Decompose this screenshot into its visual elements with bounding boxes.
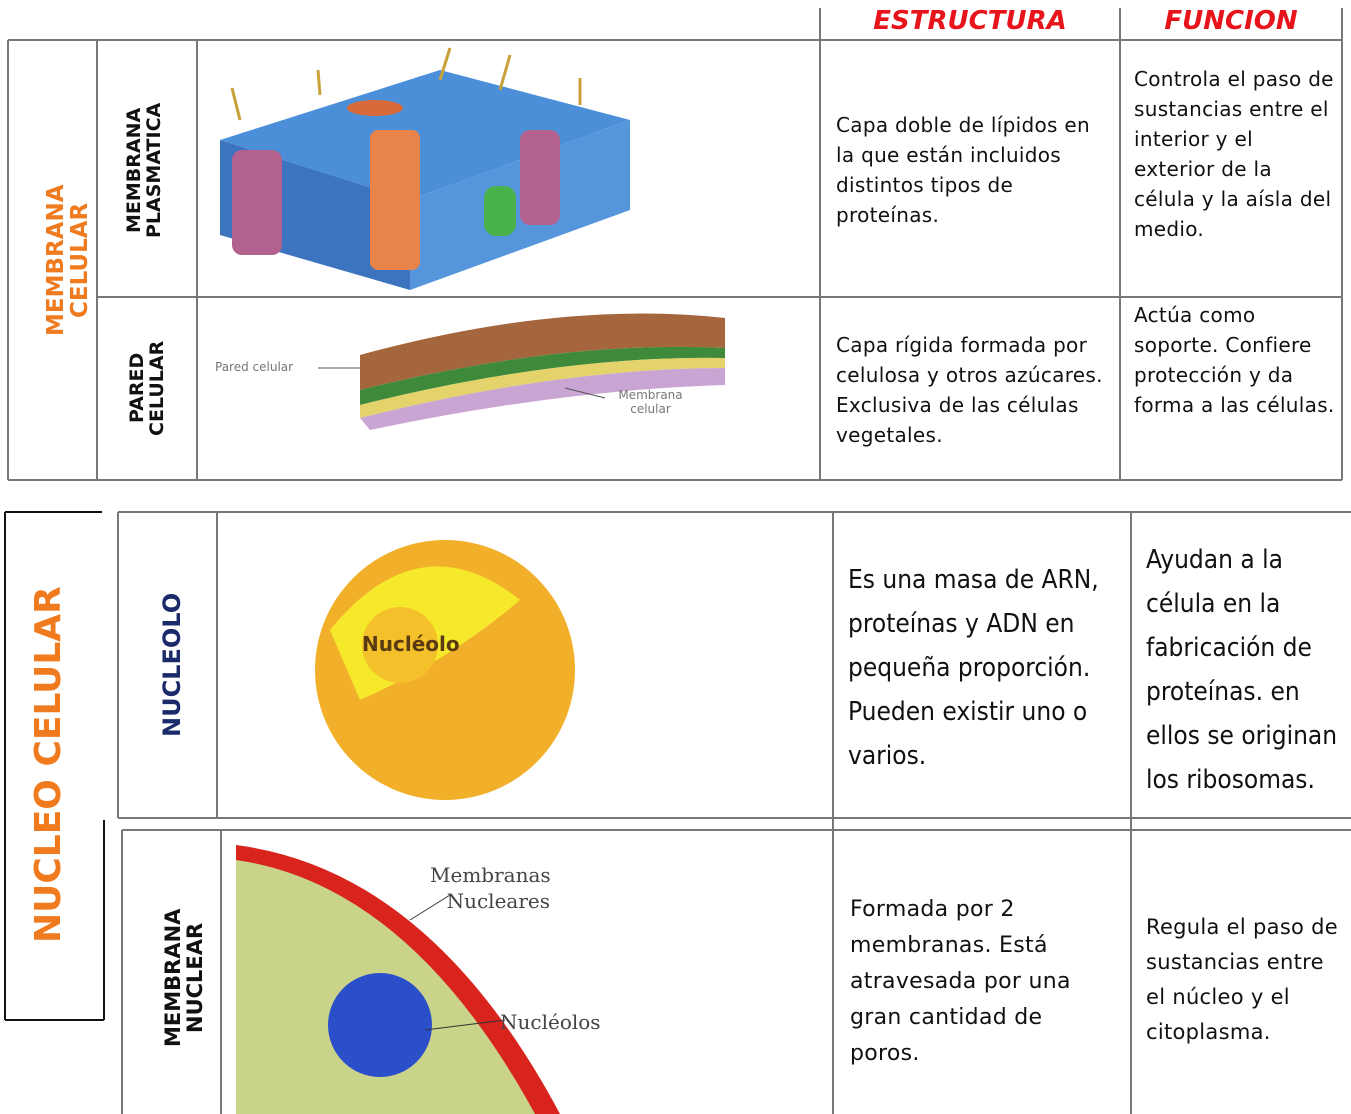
row-name: NUCLEOLO xyxy=(158,592,186,738)
image-label: Pared celular xyxy=(215,360,294,374)
funcion-text: Ayudan a la célula en la fabricación de … xyxy=(1146,545,1338,795)
image-label: Membrana celular xyxy=(618,388,683,416)
funcion-text: Regula el paso de sustancias entre el nú… xyxy=(1146,915,1339,1044)
cell-wall-illustration xyxy=(318,313,725,430)
funcion-text: Actúa como soporte. Confiere protección … xyxy=(1134,303,1335,417)
funcion-text: Controla el paso de sustancias entre el … xyxy=(1134,67,1334,241)
image-label: Membranas Nucleares xyxy=(430,863,551,913)
image-label: Nucléolo xyxy=(362,632,460,656)
row-name: MEMBRANA NUCLEAR xyxy=(161,908,208,1047)
nuclear-membrane-illustration xyxy=(236,845,560,1114)
plasma-membrane-illustration xyxy=(220,47,630,290)
header-estructura: ESTRUCTURA xyxy=(873,6,1067,36)
estructura-text: Es una masa de ARN, proteínas y ADN en p… xyxy=(848,565,1099,771)
row-name: MEMBRANA PLASMATICA xyxy=(123,102,165,238)
row-name: PARED CELULAR xyxy=(126,340,168,436)
nucleolus-illustration xyxy=(315,540,575,800)
section-title: MEMBRANA CELULAR xyxy=(43,184,94,336)
estructura-text: Formada por 2 membranas. Está atravesada… xyxy=(850,897,1071,1066)
header-funcion: FUNCION xyxy=(1164,6,1298,36)
estructura-text: Capa doble de lípidos en la que están in… xyxy=(836,113,1090,227)
image-label: Nucléolos xyxy=(500,1010,601,1034)
section-title: NUCLEO CELULAR xyxy=(28,586,69,944)
estructura-text: Capa rígida formada por celulosa y otros… xyxy=(836,333,1103,447)
